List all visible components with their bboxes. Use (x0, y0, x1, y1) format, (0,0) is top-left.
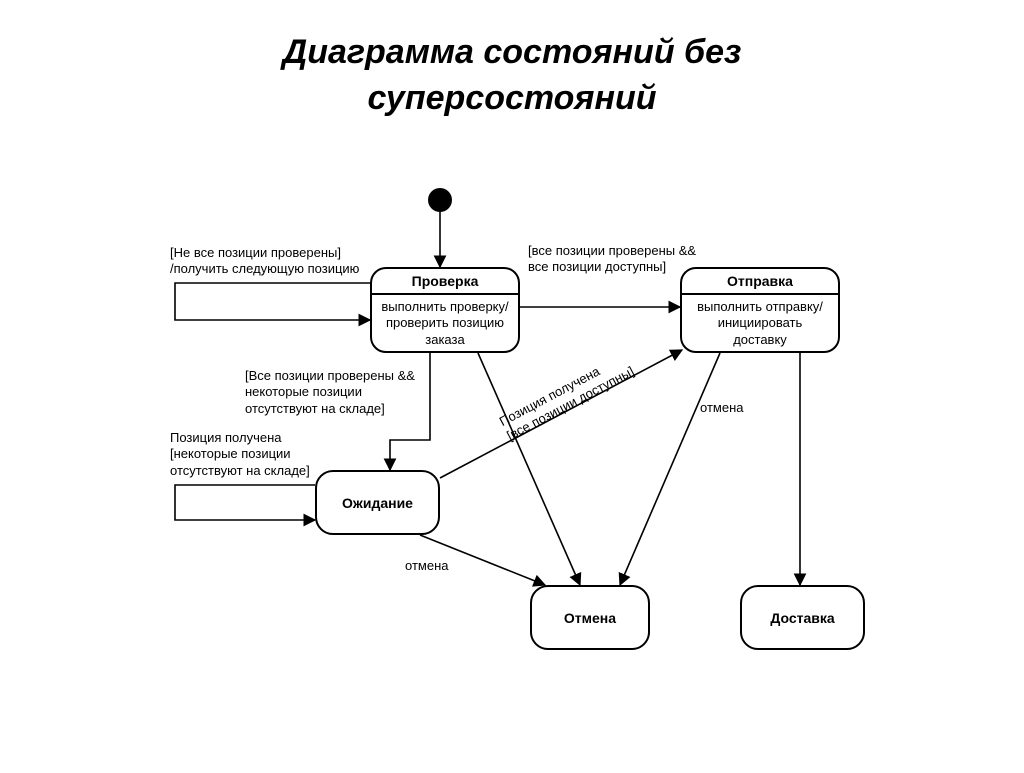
edge-label-wait-cancel: отмена (405, 558, 448, 574)
state-send: Отправкавыполнить отправку/инициироватьд… (680, 267, 840, 353)
state-check-body: выполнить проверку/проверить позициюзака… (372, 295, 518, 352)
state-send-body: выполнить отправку/инициироватьдоставку (682, 295, 838, 352)
state-check: Проверкавыполнить проверку/проверить поз… (370, 267, 520, 353)
edge-send-cancel (620, 353, 720, 585)
edge-label-check-self: [Не все позиции проверены]/получить след… (170, 245, 359, 278)
state-deliver: Доставка (740, 585, 865, 650)
state-wait: Ожидание (315, 470, 440, 535)
edge-label-send-cancel: отмена (700, 400, 743, 416)
state-check-title: Проверка (372, 269, 518, 295)
edge-layer (0, 0, 1024, 768)
edge-wait-self (175, 485, 315, 520)
state-cancel: Отмена (530, 585, 650, 650)
state-send-title: Отправка (682, 269, 838, 295)
initial-state (428, 188, 452, 212)
edge-check-self (175, 283, 370, 320)
edge-label-check-wait: [Все позиции проверены &&некоторые позиц… (245, 368, 415, 417)
diagram-canvas (0, 0, 1024, 768)
edge-label-wait-self: Позиция получена[некоторые позицииотсутс… (170, 430, 310, 479)
edge-label-check-send: [все позиции проверены &&все позиции дос… (528, 243, 696, 276)
